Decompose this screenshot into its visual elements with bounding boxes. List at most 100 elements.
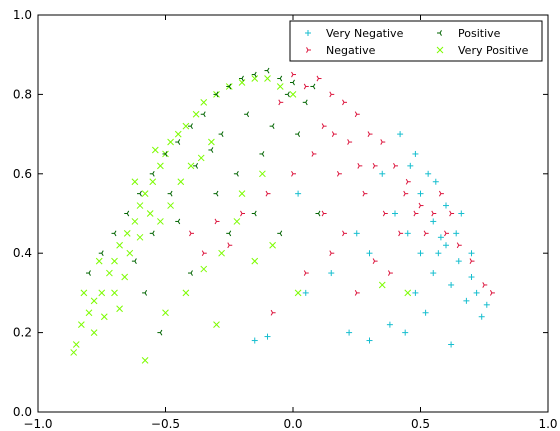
data-point bbox=[98, 289, 106, 297]
data-point bbox=[251, 337, 258, 344]
data-point bbox=[251, 71, 257, 78]
legend-marker bbox=[306, 47, 311, 53]
data-point bbox=[136, 202, 144, 209]
data-point bbox=[379, 170, 386, 177]
data-point bbox=[157, 162, 164, 170]
data-point bbox=[378, 281, 386, 289]
data-point bbox=[182, 122, 190, 130]
data-point bbox=[136, 233, 144, 241]
data-point bbox=[482, 282, 488, 288]
data-point bbox=[478, 313, 485, 320]
data-point bbox=[468, 274, 475, 281]
data-point bbox=[175, 218, 181, 225]
data-point bbox=[238, 190, 246, 198]
data-point bbox=[123, 229, 131, 237]
data-point bbox=[316, 75, 322, 82]
legend-entry: Positive bbox=[437, 27, 501, 40]
data-point bbox=[162, 151, 168, 157]
data-point bbox=[111, 257, 118, 265]
data-point bbox=[422, 309, 429, 316]
data-point bbox=[162, 309, 169, 317]
data-point bbox=[453, 230, 460, 237]
data-point bbox=[417, 190, 424, 197]
legend-entry: Negative bbox=[306, 44, 376, 57]
legend-label: Positive bbox=[458, 27, 501, 40]
data-point bbox=[435, 250, 442, 257]
data-point bbox=[227, 242, 233, 249]
legend-label: Very Positive bbox=[458, 44, 529, 57]
data-point bbox=[366, 250, 373, 257]
data-point bbox=[218, 249, 225, 257]
data-point bbox=[276, 83, 284, 90]
data-point bbox=[456, 242, 462, 249]
data-point bbox=[141, 190, 149, 198]
data-point bbox=[95, 257, 103, 265]
data-point bbox=[182, 289, 190, 297]
data-point bbox=[380, 139, 386, 145]
legend-box bbox=[289, 20, 543, 62]
data-point bbox=[174, 130, 182, 138]
data-point bbox=[398, 230, 404, 237]
data-point bbox=[430, 270, 437, 277]
data-point bbox=[251, 257, 259, 265]
x-tick-label: −1.0 bbox=[23, 417, 52, 431]
data-point bbox=[346, 329, 353, 336]
data-point bbox=[265, 190, 271, 197]
data-point bbox=[149, 170, 155, 177]
data-point bbox=[193, 163, 199, 169]
data-point bbox=[489, 290, 495, 296]
data-point bbox=[106, 269, 113, 277]
x-tick-label: 0.0 bbox=[283, 417, 302, 431]
data-point bbox=[192, 110, 200, 118]
data-point bbox=[444, 230, 449, 237]
data-point bbox=[418, 202, 424, 209]
legend-marker bbox=[436, 46, 444, 54]
data-point bbox=[233, 218, 241, 225]
data-point bbox=[448, 341, 455, 348]
data-point bbox=[403, 190, 409, 197]
data-point bbox=[213, 91, 219, 98]
data-point bbox=[412, 150, 419, 157]
data-point bbox=[302, 289, 309, 296]
data-point bbox=[423, 230, 429, 237]
data-point bbox=[72, 341, 80, 348]
data-point bbox=[269, 241, 276, 249]
series-negative bbox=[189, 71, 495, 316]
data-point bbox=[331, 131, 337, 137]
data-point bbox=[407, 162, 414, 169]
data-point bbox=[417, 250, 424, 257]
data-point bbox=[336, 170, 342, 177]
data-point bbox=[208, 138, 215, 146]
data-point bbox=[289, 91, 297, 98]
data-point bbox=[214, 218, 220, 225]
data-point bbox=[187, 162, 195, 170]
data-point bbox=[240, 210, 245, 217]
data-point bbox=[264, 67, 270, 74]
data-point bbox=[386, 321, 393, 328]
data-point bbox=[483, 301, 490, 308]
data-point bbox=[124, 210, 130, 217]
data-point bbox=[269, 123, 275, 130]
x-tick-label: 0.5 bbox=[411, 417, 430, 431]
y-tick-label: 0.4 bbox=[13, 246, 32, 260]
x-tick-label: 1.0 bbox=[538, 417, 557, 431]
data-point bbox=[218, 131, 224, 137]
y-tick-label: 0.6 bbox=[13, 167, 32, 181]
data-point bbox=[177, 178, 185, 186]
data-point bbox=[77, 321, 85, 329]
data-point bbox=[270, 309, 276, 316]
data-point bbox=[157, 218, 164, 225]
data-point bbox=[149, 230, 155, 237]
data-point bbox=[473, 289, 480, 296]
data-point bbox=[157, 329, 163, 336]
data-point bbox=[397, 131, 404, 138]
data-point bbox=[208, 147, 214, 153]
y-tick-label: 0.0 bbox=[13, 405, 32, 419]
data-point bbox=[366, 337, 373, 344]
data-point bbox=[311, 151, 317, 157]
data-point bbox=[458, 210, 465, 217]
y-tick-label: 1.0 bbox=[13, 8, 32, 22]
data-point bbox=[189, 230, 194, 237]
data-point bbox=[151, 146, 159, 154]
data-point bbox=[146, 210, 154, 217]
